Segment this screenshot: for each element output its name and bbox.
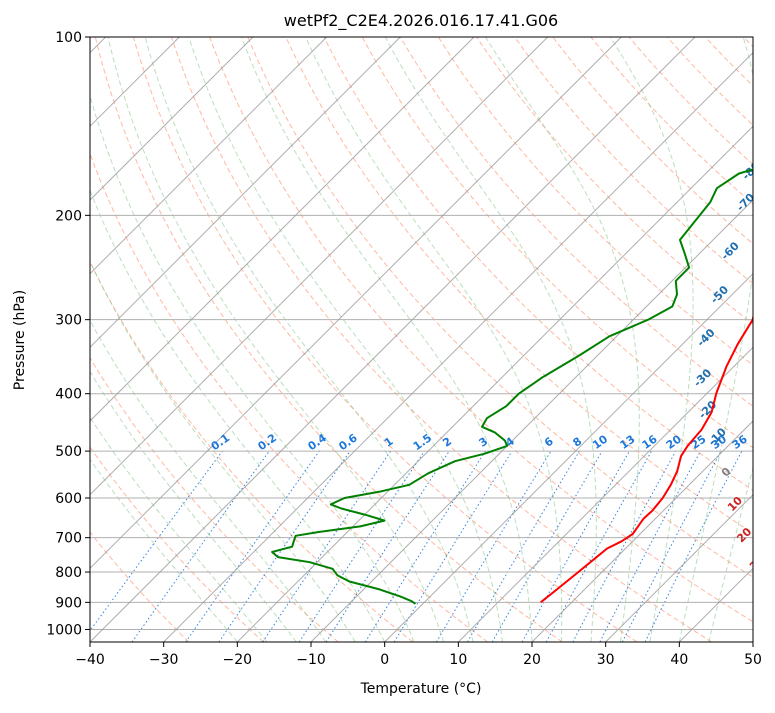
y-tick-label: 800 xyxy=(55,565,82,581)
x-tick-label: −30 xyxy=(149,652,179,668)
y-tick-label: 900 xyxy=(55,595,82,611)
x-tick-label: 20 xyxy=(523,652,541,668)
plot-area xyxy=(90,37,753,642)
chart-title: wetPf2_C2E4.2026.016.17.41.G06 xyxy=(284,11,558,31)
y-tick-label: 400 xyxy=(55,387,82,403)
y-tick-label: 500 xyxy=(55,444,82,460)
x-tick-label: 50 xyxy=(744,652,762,668)
x-tick-label: −10 xyxy=(296,652,326,668)
x-tick-label: 0 xyxy=(380,652,389,668)
x-tick-label: −20 xyxy=(223,652,253,668)
y-tick-label: 100 xyxy=(55,30,82,46)
x-tick-label: −40 xyxy=(75,652,105,668)
y-tick-label: 700 xyxy=(55,531,82,547)
x-tick-label: 40 xyxy=(670,652,688,668)
y-axis-label: Pressure (hPa) xyxy=(12,290,28,390)
y-tick-label: 200 xyxy=(55,208,82,224)
x-axis-label: Temperature (°C) xyxy=(360,681,482,697)
y-tick-label: 1000 xyxy=(46,622,82,638)
x-tick-label: 30 xyxy=(597,652,615,668)
x-tick-label: 10 xyxy=(449,652,467,668)
y-tick-label: 300 xyxy=(55,313,82,329)
y-tick-label: 600 xyxy=(55,491,82,507)
